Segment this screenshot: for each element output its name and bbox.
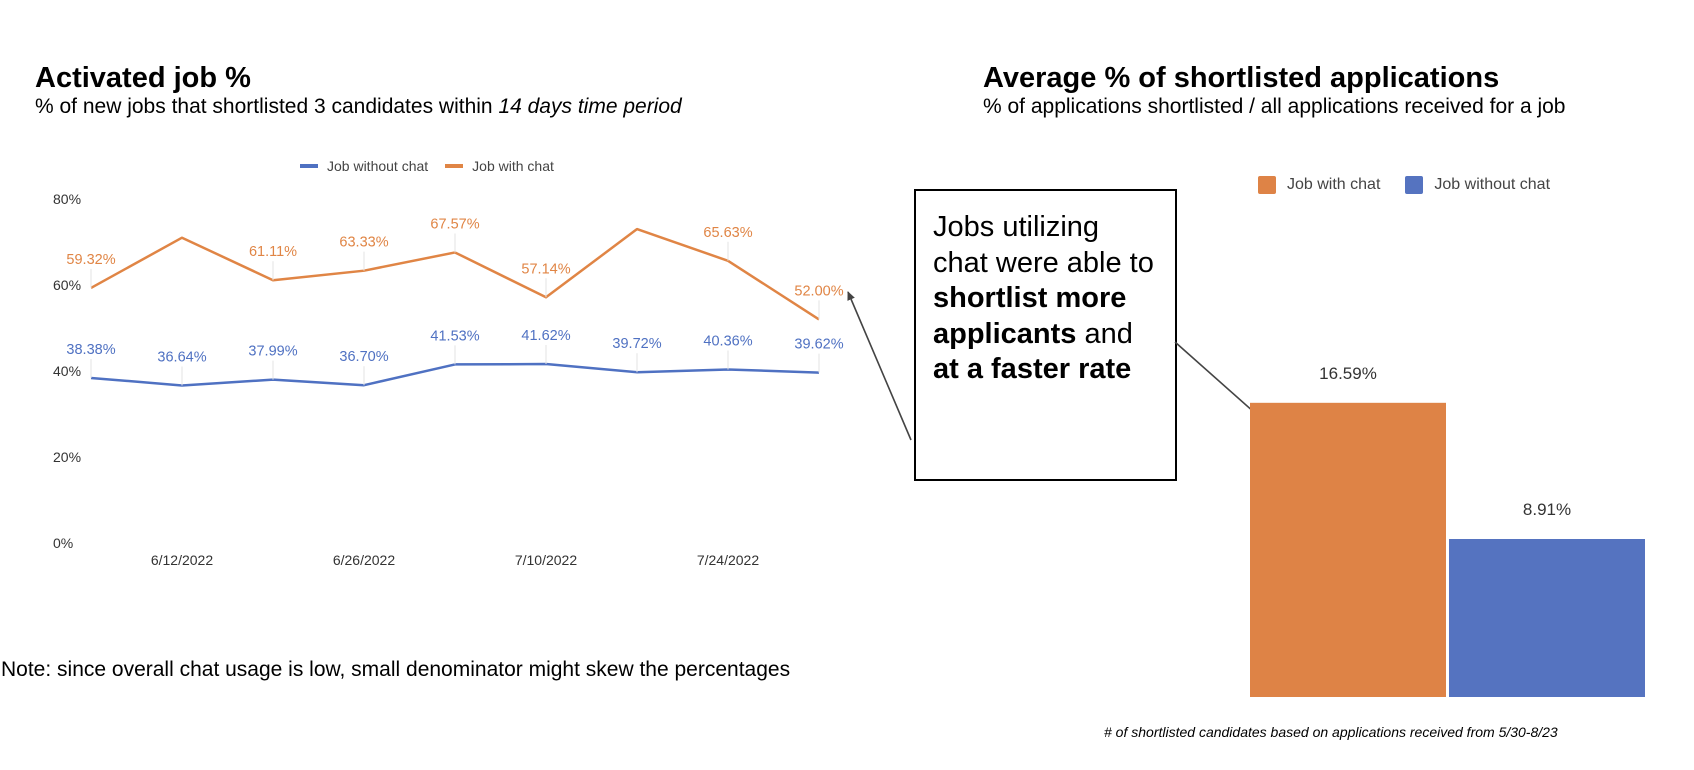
y-tick-label: 20% <box>53 449 81 465</box>
bar-label-0: 16.59% <box>1319 364 1377 383</box>
callout-bold-1: shortlist more applicants <box>933 282 1127 350</box>
bar-label-1: 8.91% <box>1523 500 1571 519</box>
right-chart-title: Average % of shortlisted applications <box>983 62 1500 94</box>
bar-chart-legend: Job with chat Job without chat <box>1258 176 1550 194</box>
x-tick-label: 7/10/2022 <box>515 552 577 568</box>
data-label: 37.99% <box>248 344 297 360</box>
legend-swatch-bar-blue <box>1405 176 1424 194</box>
bar-1 <box>1449 539 1645 697</box>
legend-label-bar-1: Job without chat <box>1434 176 1551 193</box>
data-label: 57.14% <box>521 261 570 277</box>
y-tick-label: 40% <box>53 363 81 379</box>
legend-label-line-0: Job without chat <box>327 158 429 174</box>
data-label: 65.63% <box>703 225 752 241</box>
data-label: 39.62% <box>794 337 843 353</box>
x-tick-label: 7/24/2022 <box>697 552 759 568</box>
line-chart-legend: Job without chat Job with chat <box>300 158 554 174</box>
bar-chart: 16.59% 8.91% <box>1250 364 1645 697</box>
left-chart-subtitle: % of new jobs that shortlisted 3 candida… <box>35 95 682 119</box>
data-label: 63.33% <box>339 235 388 251</box>
note-text: Note: since overall chat usage is low, s… <box>1 658 791 681</box>
data-label: 40.36% <box>703 333 752 349</box>
data-label: 36.64% <box>157 349 206 365</box>
bar-0 <box>1250 402 1446 697</box>
y-tick-label: 0% <box>53 535 73 551</box>
left-chart-subtitle-text: % of new jobs that shortlisted 3 candida… <box>35 95 499 118</box>
legend-label-bar-0: Job with chat <box>1287 176 1381 193</box>
data-label: 41.53% <box>430 328 479 344</box>
data-label: 36.70% <box>339 349 388 365</box>
right-chart-subtitle: % of applications shortlisted / all appl… <box>983 95 1566 118</box>
left-chart-title: Activated job % <box>35 62 251 94</box>
left-chart-subtitle-italic: 14 days time period <box>498 95 682 118</box>
data-label: 39.72% <box>612 336 661 352</box>
callout-box: Jobs utilizing chat were able to shortli… <box>914 189 1177 481</box>
x-tick-label: 6/26/2022 <box>333 552 395 568</box>
data-label: 38.38% <box>66 342 115 358</box>
y-tick-label: 80% <box>53 191 81 207</box>
callout-bold-2: at a faster rate <box>933 353 1132 385</box>
data-label: 59.32% <box>66 252 115 268</box>
data-label: 67.57% <box>430 216 479 232</box>
footnote-text: # of shortlisted candidates based on app… <box>1104 724 1558 740</box>
legend-swatch-bar-orange <box>1258 176 1276 194</box>
callout-text-1: Jobs utilizing chat were able to <box>933 211 1154 279</box>
line-chart: 0% 20% 40% 60% 80% 6/12/2022 6/26/2022 7/10/202… <box>53 191 844 568</box>
data-label: 52.00% <box>794 283 843 299</box>
data-label: 41.62% <box>521 328 570 344</box>
data-label: 61.11% <box>249 244 297 260</box>
callout-text-2: and <box>1076 317 1133 350</box>
arrow-to-line-chart <box>847 291 912 441</box>
legend-label-line-1: Job with chat <box>472 158 554 174</box>
y-tick-label: 60% <box>53 277 81 293</box>
x-tick-label: 6/12/2022 <box>151 552 213 568</box>
legend-swatch-line-blue <box>300 164 318 168</box>
legend-swatch-line-orange <box>445 164 464 168</box>
